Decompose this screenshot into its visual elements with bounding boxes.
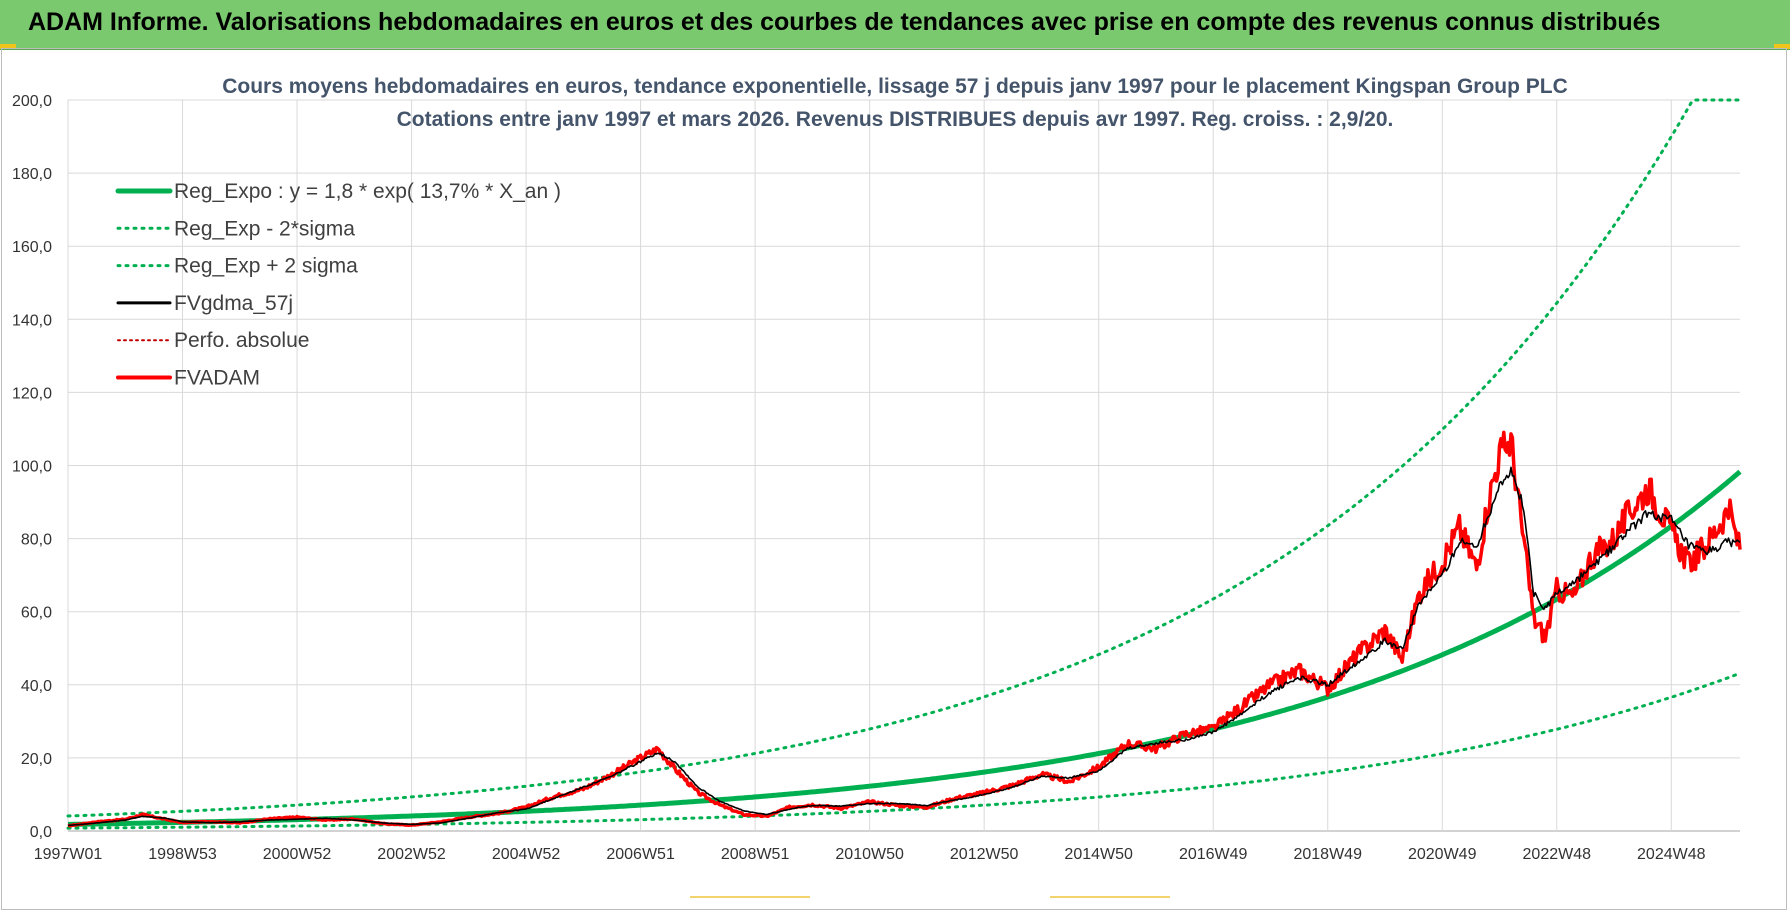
legend-label: Reg_Expo : y = 1,8 * exp( 13,7% * X_an )	[174, 180, 561, 203]
x-tick-label: 2020W49	[1408, 846, 1477, 863]
legend-label: Reg_Exp + 2 sigma	[174, 255, 358, 278]
y-tick-label: 40,0	[21, 678, 52, 695]
y-tick-label: 60,0	[21, 605, 52, 622]
legend-label: FVgdma_57j	[174, 292, 293, 315]
series-fvadam	[67, 430, 1742, 828]
x-tick-label: 2006W51	[606, 846, 675, 863]
y-tick-label: 80,0	[21, 532, 52, 549]
x-tick-label: 2014W50	[1064, 846, 1133, 863]
corner-accent-right	[1774, 44, 1790, 49]
corner-accent-left	[0, 44, 16, 49]
footer-accent	[690, 896, 810, 898]
legend-label: Reg_Exp - 2*sigma	[174, 217, 355, 240]
x-tick-label: 2022W48	[1523, 846, 1592, 863]
x-tick-label: 2000W52	[263, 846, 332, 863]
series-reg-exp-plus-2sigma	[66, 98, 1742, 818]
x-tick-label: 2008W51	[721, 846, 790, 863]
x-tick-label: 2018W49	[1293, 846, 1362, 863]
title-banner: ADAM Informe. Valorisations hebdomadaire…	[0, 0, 1790, 50]
y-tick-label: 0,0	[30, 824, 52, 841]
x-tick-label: 1998W53	[148, 846, 217, 863]
x-tick-label: 2002W52	[377, 846, 446, 863]
y-tick-label: 100,0	[12, 459, 52, 476]
x-tick-label: 2010W50	[835, 846, 904, 863]
legend-label: FVADAM	[174, 367, 260, 390]
chart-title-line1: Cours moyens hebdomadaires en euros, ten…	[222, 75, 1568, 98]
x-tick-label: 1997W01	[34, 846, 103, 863]
series-lines	[66, 98, 1742, 830]
series-reg-exp-minus-2sigma	[66, 671, 1742, 830]
x-tick-label: 2012W50	[950, 846, 1019, 863]
footer-accent	[1050, 896, 1170, 898]
legend: Reg_Expo : y = 1,8 * exp( 13,7% * X_an )…	[115, 180, 561, 390]
y-tick-label: 20,0	[21, 751, 52, 768]
x-tick-label: 2004W52	[492, 846, 561, 863]
y-tick-label: 160,0	[12, 239, 52, 256]
chart-frame	[1, 48, 1787, 910]
y-tick-label: 180,0	[12, 166, 52, 183]
series-fvgdma-57j	[67, 466, 1741, 827]
chart-title-line2: Cotations entre janv 1997 et mars 2026. …	[397, 108, 1394, 131]
y-tick-label: 120,0	[12, 385, 52, 402]
legend-label: Perfo. absolue	[174, 329, 309, 352]
x-tick-label: 2024W48	[1637, 846, 1706, 863]
y-tick-label: 140,0	[12, 312, 52, 329]
banner-title: ADAM Informe. Valorisations hebdomadaire…	[28, 8, 1661, 36]
x-tick-label: 2016W49	[1179, 846, 1248, 863]
y-tick-label: 200,0	[12, 93, 52, 110]
x-axis-ticks: 1997W01 1998W53 2000W52 2002W52 2004W52 2006W…	[34, 846, 1706, 863]
y-axis-ticks: 0,0 20,0 40,0 60,0 80,0 100,0 120,0 140,0 160,0 1…	[12, 93, 52, 841]
series-reg-expo	[68, 469, 1742, 827]
